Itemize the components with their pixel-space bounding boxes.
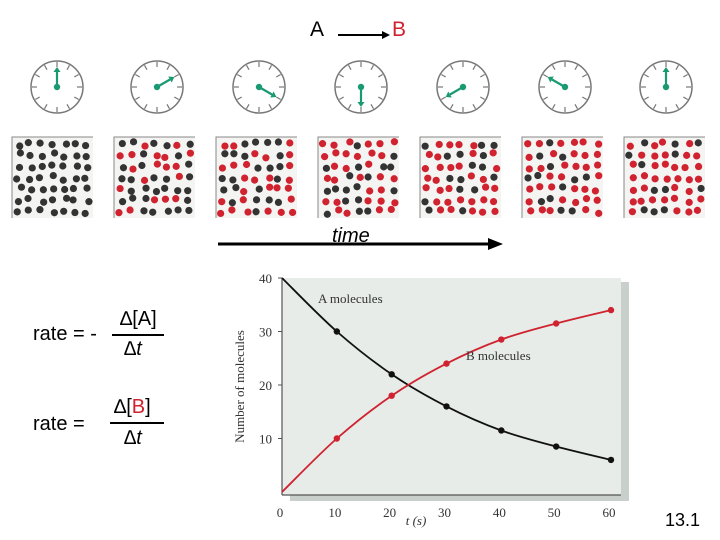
x-tick-label: 30	[438, 505, 451, 520]
molecule-box	[419, 136, 501, 218]
delta-b-numerator: ∆[B]	[114, 396, 151, 418]
x-tick-label: 40	[493, 505, 506, 520]
page-number: 13.1	[665, 510, 701, 530]
data-point	[498, 336, 505, 343]
data-point	[443, 360, 450, 367]
data-point	[552, 320, 560, 327]
y-tick-label: 30	[259, 325, 272, 340]
clock-icon	[334, 60, 388, 114]
series-label: B molecules	[466, 348, 531, 363]
data-point	[388, 371, 395, 378]
delta-t-denominator-b: ∆t	[124, 427, 142, 449]
data-point	[333, 435, 341, 442]
clock-icon	[538, 60, 592, 114]
fraction-bar-b	[110, 422, 164, 424]
chart-panel	[282, 278, 621, 495]
data-point	[333, 328, 341, 335]
delta-t-denominator-a: ∆t	[124, 338, 142, 360]
y-tick-label: 20	[259, 378, 272, 393]
data-point	[498, 427, 505, 434]
molecule-box	[113, 136, 195, 218]
molecule-box	[11, 136, 93, 218]
time-arrow-icon	[218, 238, 503, 250]
reactant-label: A	[310, 18, 325, 41]
clock-icon	[30, 60, 84, 114]
y-axis-label: Number of molecules	[232, 330, 247, 443]
series-label: A molecules	[318, 291, 383, 306]
x-tick-label: 50	[548, 505, 561, 520]
clock-icon	[130, 60, 184, 114]
reaction-arrow-icon	[338, 31, 390, 39]
delta-a-numerator: ∆[A]	[120, 308, 157, 330]
x-axis-label: t (s)	[406, 513, 427, 528]
molecule-box	[623, 136, 705, 218]
time-label: time	[332, 225, 370, 247]
clock-icon	[232, 60, 286, 114]
rate-b-prefix: rate =	[33, 413, 85, 435]
x-tick-label: 60	[603, 505, 616, 520]
rate-a-prefix: rate = -	[33, 323, 97, 345]
data-point	[607, 306, 615, 314]
data-point	[388, 392, 395, 399]
clock-icon	[639, 60, 693, 114]
x-tick-label: 10	[328, 505, 341, 520]
clock-icon	[436, 60, 490, 114]
reaction-equation: A B	[300, 18, 430, 48]
y-tick-label: 10	[259, 432, 272, 447]
product-label: B	[392, 18, 407, 41]
data-point	[552, 443, 560, 450]
data-point	[443, 403, 450, 410]
data-point	[607, 456, 615, 464]
molecule-count-chart: 10 20 30 40 0 10 20 30 40 50 60 t (s) Number of mole…	[232, 271, 629, 528]
molecule-box	[317, 136, 399, 218]
x-tick-label: 20	[383, 505, 396, 520]
molecule-box	[521, 136, 603, 218]
molecule-box	[215, 136, 297, 218]
fraction-bar-a	[112, 334, 164, 336]
y-tick-label: 40	[259, 271, 272, 286]
x-tick-label: 0	[277, 505, 284, 520]
